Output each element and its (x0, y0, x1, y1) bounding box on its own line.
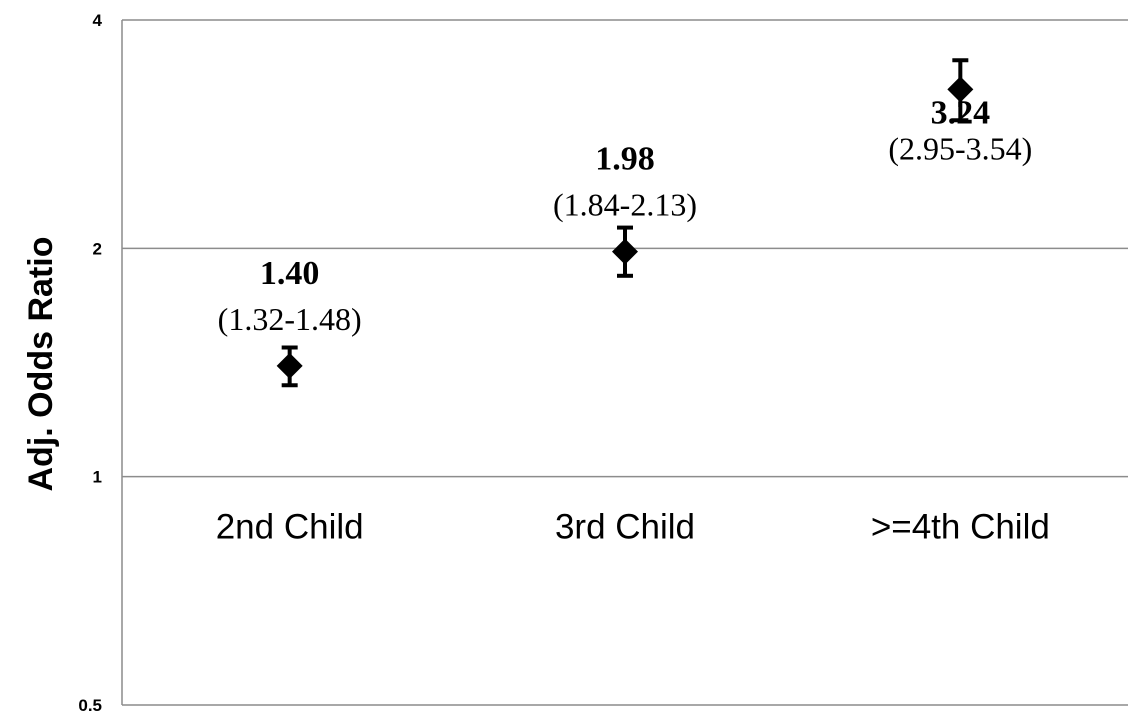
y-tick-label: 4 (93, 11, 103, 30)
value-label: 1.98 (595, 141, 655, 178)
ci-label: (1.84-2.13) (553, 187, 697, 223)
category-label: >=4th Child (871, 508, 1050, 547)
y-tick-label: 2 (93, 239, 102, 258)
y-tick-labels: 0.5 1 2 4 (78, 11, 102, 715)
data-point-group: 3.24(2.95-3.54) (888, 58, 1032, 166)
data-points: 1.40 (1.32-1.48) 1.98 (1.84-2.13) 3.24(2.95-… (218, 58, 1032, 388)
ci-label: (2.95-3.54) (888, 130, 1032, 166)
category-label: 3rd Child (555, 508, 695, 547)
ci-label: (1.32-1.48) (218, 301, 362, 337)
diamond-marker (276, 352, 303, 379)
y-tick-label: 1 (93, 468, 102, 487)
category-labels: 2nd Child 3rd Child >=4th Child (216, 508, 1050, 547)
y-tick-label: 0.5 (78, 696, 102, 715)
value-label: 1.40 (260, 255, 320, 292)
data-point-group: 1.40 (1.32-1.48) (218, 255, 362, 388)
data-point-group: 1.98 (1.84-2.13) (553, 141, 697, 278)
diamond-marker (612, 238, 638, 265)
category-label: 2nd Child (216, 508, 364, 547)
y-axis-title: Adj. Odds Ratio (22, 237, 60, 492)
value-label: 3.24 (931, 94, 991, 131)
diamond-marker (947, 76, 974, 103)
